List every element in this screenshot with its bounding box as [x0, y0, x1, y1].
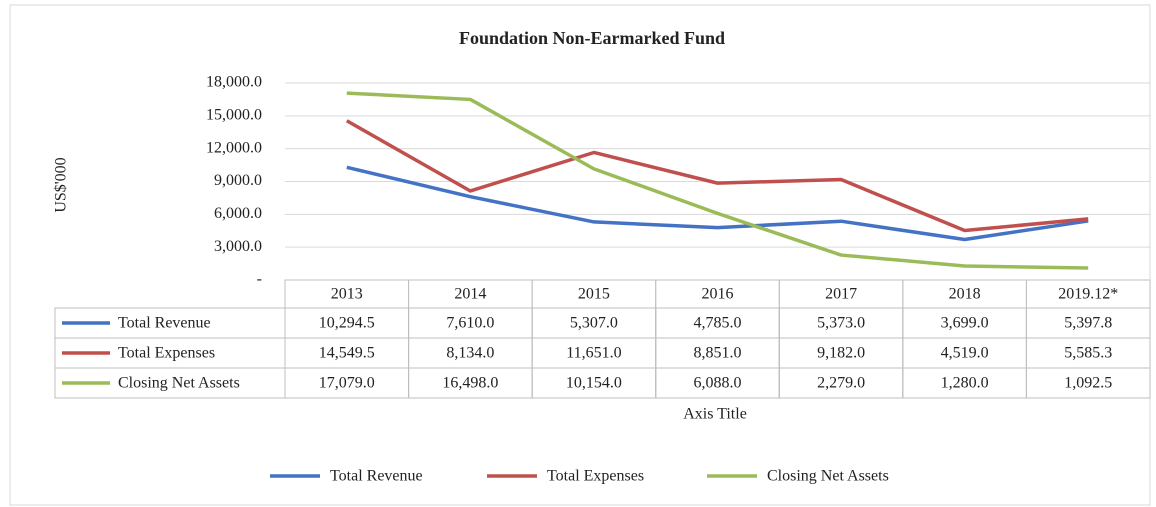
x-tick-label: 2013: [331, 286, 363, 303]
table-value: 16,498.0: [442, 375, 498, 392]
series-line: [346, 91, 1089, 270]
table-value: 17,079.0: [319, 375, 375, 392]
x-tick-label: 2015: [578, 286, 610, 303]
table-value: 5,397.8: [1064, 315, 1112, 332]
table-value: 14,549.5: [319, 345, 375, 362]
series-line: [345, 119, 1089, 233]
legend-label: Total Expenses: [547, 468, 644, 485]
table-value: 2,279.0: [817, 375, 865, 392]
table-value: 3,699.0: [941, 315, 989, 332]
y-tick-label: 6,000.0: [214, 205, 262, 222]
y-tick-label: 15,000.0: [206, 107, 262, 124]
y-tick-label: 12,000.0: [206, 139, 262, 156]
table-legend-label: Total Expenses: [118, 345, 215, 362]
table-value: 6,088.0: [694, 375, 742, 392]
y-tick-label: 9,000.0: [214, 172, 262, 189]
y-tick-label: 3,000.0: [214, 238, 262, 255]
table-legend-label: Total Revenue: [118, 315, 211, 332]
legend-label: Total Revenue: [330, 468, 423, 485]
table-legend-label: Closing Net Assets: [118, 375, 240, 392]
table-value: 5,307.0: [570, 315, 618, 332]
x-axis-title: Axis Title: [683, 406, 747, 423]
x-tick-label: 2016: [702, 286, 734, 303]
legend-label: Closing Net Assets: [767, 468, 889, 485]
chart-title: Foundation Non-Earmarked Fund: [459, 28, 725, 48]
table-value: 9,182.0: [817, 345, 865, 362]
table-cell: [1025, 367, 1151, 399]
x-tick-label: 2017: [825, 286, 857, 303]
y-axis-title: US$'000: [53, 157, 70, 212]
x-tick-label: 2014: [454, 286, 486, 303]
table-value: 10,154.0: [566, 375, 622, 392]
chart-border: [9, 4, 1151, 506]
table-value: 7,610.0: [446, 315, 494, 332]
table-value: 4,519.0: [941, 345, 989, 362]
table-value: 8,851.0: [694, 345, 742, 362]
table-value: 1,280.0: [941, 375, 989, 392]
table-value: 10,294.5: [319, 315, 375, 332]
table-value: 1,092.5: [1064, 375, 1112, 392]
table-value: 11,651.0: [566, 345, 621, 362]
table-value: 4,785.0: [694, 315, 742, 332]
y-tick-label: -: [257, 271, 262, 288]
table-value: 5,585.3: [1064, 345, 1112, 362]
table-value: 8,134.0: [446, 345, 494, 362]
series-line: [346, 165, 1089, 242]
x-tick-label: 2019.12*: [1058, 286, 1118, 303]
table-value: 5,373.0: [817, 315, 865, 332]
y-tick-label: 18,000.0: [206, 74, 262, 91]
x-tick-label: 2018: [949, 286, 981, 303]
